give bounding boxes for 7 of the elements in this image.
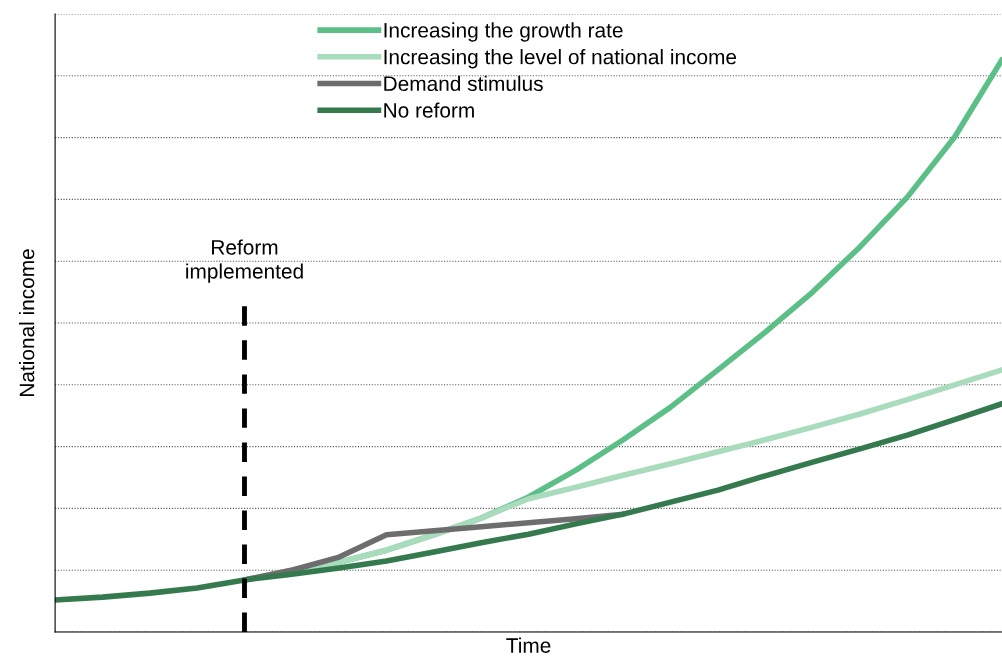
legend-label: No reform <box>384 102 474 118</box>
legend-label: Increasing the growth rate <box>384 22 623 42</box>
annotation: Reform implemented <box>186 239 303 283</box>
y-axis-title: National income <box>19 249 35 396</box>
legend-label: Increasing the level of national income <box>384 49 737 69</box>
x-axis-title: Time <box>506 637 551 653</box>
legend-label: Demand stimulus <box>384 75 543 92</box>
